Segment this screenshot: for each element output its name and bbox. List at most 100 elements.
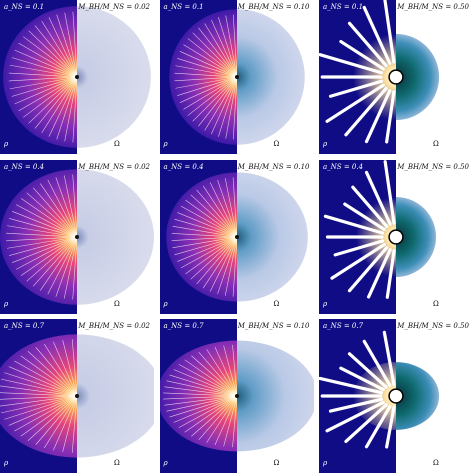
mass-ratio-label: M_BH/M_NS = 0.50 <box>397 3 469 11</box>
spin-label: a_NS = 0.4 <box>323 162 364 171</box>
omega-rotation <box>77 334 154 458</box>
streamline <box>333 238 385 256</box>
omega-rotation <box>77 168 154 305</box>
streamline <box>347 21 388 68</box>
rho-label: ρ <box>163 299 168 308</box>
streamline <box>173 236 236 255</box>
omega-rotation <box>236 340 314 452</box>
streamline <box>72 11 77 76</box>
streamline <box>9 236 76 256</box>
streamlines <box>173 14 237 140</box>
streamline <box>202 237 237 288</box>
streamline <box>0 396 76 414</box>
streamline <box>182 77 236 110</box>
streamline <box>232 14 237 76</box>
rho-label: ρ <box>4 140 9 148</box>
streamline <box>5 232 76 237</box>
streamline <box>34 25 77 77</box>
streamlines <box>8 11 77 143</box>
mass-ratio-label: M_BH/M_NS = 0.10 <box>237 162 310 171</box>
streamline <box>325 83 385 123</box>
streamline <box>0 385 76 397</box>
streamline <box>71 339 77 396</box>
streamline <box>224 78 237 139</box>
streamline <box>63 174 77 236</box>
streamline <box>14 360 76 396</box>
rho-density <box>3 6 77 148</box>
black-hole <box>389 389 403 403</box>
streamline <box>40 237 77 291</box>
streamline <box>9 76 76 90</box>
streamline <box>5 236 76 241</box>
rho-density <box>159 340 237 452</box>
streamline <box>202 185 237 236</box>
streamline <box>173 72 236 78</box>
streamlines <box>319 0 396 144</box>
omega-label: Ω <box>433 299 439 308</box>
rho-label: ρ <box>323 140 328 148</box>
streamline <box>20 197 77 236</box>
streamline <box>184 236 236 274</box>
streamline <box>41 77 77 134</box>
streamline <box>232 237 237 297</box>
streamline <box>171 232 236 237</box>
streamline <box>224 237 237 296</box>
spin-label: a_NS = 0.1 <box>323 3 364 11</box>
streamline <box>196 189 236 236</box>
mass-ratio-label: M_BH/M_NS = 0.02 <box>78 3 150 11</box>
omega-rotation <box>396 362 440 430</box>
streamline <box>232 176 237 236</box>
streamline <box>14 396 76 432</box>
panel-plot <box>159 159 314 314</box>
streamline <box>26 237 77 281</box>
spin-label: a_NS = 0.7 <box>4 322 45 330</box>
rho-density <box>168 9 237 145</box>
streamline <box>18 77 77 112</box>
streamline <box>216 237 237 294</box>
streamlines <box>171 176 237 297</box>
streamline <box>163 395 236 406</box>
streamline <box>205 349 237 396</box>
streamline <box>198 352 236 396</box>
spin-label: a_NS = 0.7 <box>163 322 204 330</box>
streamline <box>205 396 237 443</box>
streamline <box>26 192 77 236</box>
streamline <box>0 392 76 397</box>
streamline <box>383 159 396 225</box>
streamline <box>162 392 236 397</box>
rho-label: ρ <box>4 459 9 467</box>
streamline <box>18 42 77 77</box>
mass-ratio-label: M_BH/M_NS = 0.02 <box>78 322 150 330</box>
omega-label: Ω <box>433 459 439 467</box>
streamline <box>53 396 77 451</box>
streamline <box>192 32 236 77</box>
streamline <box>11 57 76 77</box>
streamline <box>34 77 77 129</box>
omega-rotation <box>396 196 437 277</box>
streamlines <box>0 339 77 453</box>
streamline <box>328 79 384 98</box>
streamline <box>47 179 77 236</box>
streamline <box>385 90 396 144</box>
spin-label: a_NS = 0.4 <box>4 162 45 171</box>
streamline <box>20 396 77 437</box>
streamline <box>198 396 236 440</box>
streamline <box>173 369 236 396</box>
streamline <box>20 355 77 396</box>
streamline <box>64 12 77 76</box>
streamlines <box>5 173 77 300</box>
streamline <box>197 27 236 77</box>
streamline <box>8 366 76 396</box>
streamline <box>163 386 236 397</box>
streamline <box>62 396 77 453</box>
omega-label: Ω <box>433 140 439 148</box>
spin-label: a_NS = 0.7 <box>323 322 364 330</box>
streamline <box>382 330 396 386</box>
streamline <box>328 397 384 413</box>
streamline <box>53 341 77 396</box>
omega-rotation <box>77 6 151 148</box>
panel-plot <box>319 0 473 154</box>
streamline <box>174 65 236 78</box>
streamline <box>14 49 76 77</box>
streamline <box>343 201 386 231</box>
